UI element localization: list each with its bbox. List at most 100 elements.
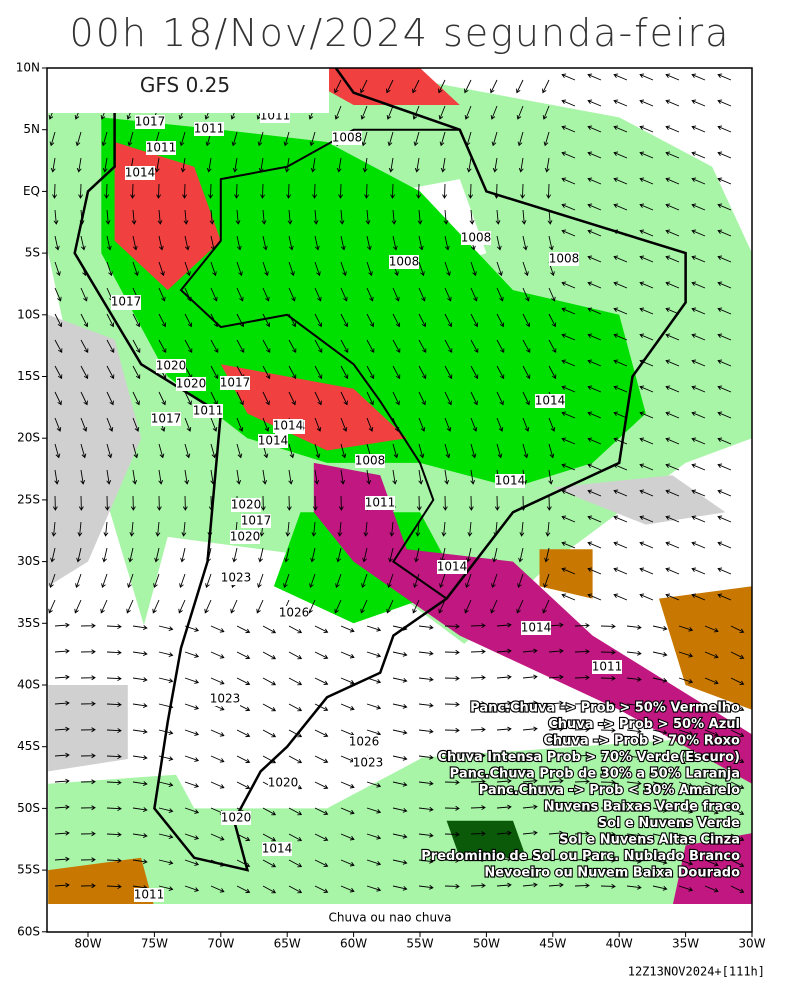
wind-arrow [639,203,654,211]
isobar-label: 1011 [146,141,177,155]
wind-arrow [522,417,530,432]
isobar-label: 1014 [125,166,156,180]
wind-arrow [665,411,680,419]
wind-arrow [50,547,56,563]
wind-arrow [717,359,732,367]
wind-arrow [286,495,292,511]
wind-arrow [132,859,148,864]
wind-arrow [340,365,349,380]
wind-arrow [210,313,219,328]
wind-arrow [490,599,498,614]
wind-arrow [470,727,486,733]
wind-arrow [132,443,139,459]
wind-arrow [54,287,62,302]
isobar-label-bg [521,621,551,635]
wind-arrow [561,281,576,289]
wind-arrow [470,701,486,707]
wind-arrow [652,859,668,865]
wind-arrow [704,859,719,867]
wind-arrow [288,287,296,302]
wind-arrow [691,203,706,211]
wind-arrow [130,183,136,199]
wind-arrow [587,463,602,471]
wind-arrow [678,755,694,762]
lat-label: 60S [17,924,40,938]
wind-arrow [54,882,70,888]
lat-label: 5S [25,246,40,260]
wind-arrow [76,157,82,173]
legend-entry: Chuva Intensa Prob > 70% Verde(Escuro) [437,750,740,765]
wind-arrow [366,417,374,432]
isobar-label-bg [355,454,385,468]
wind-arrow [470,753,486,759]
wind-arrow [340,469,346,485]
wind-arrow [730,625,745,633]
wind-arrow [128,547,134,563]
wind-arrow [717,463,732,471]
wind-arrow [561,125,576,133]
wind-arrow [470,883,486,889]
wind-arrow [362,157,368,173]
wind-arrow [717,151,732,159]
wind-arrow [548,700,564,706]
wind-arrow [438,599,446,614]
wind-arrow [470,675,486,681]
isobar-label-bg [332,131,362,145]
wind-arrow [288,443,295,459]
isobar-label-bg [535,394,565,408]
wind-arrow [639,333,654,341]
wind-arrow [496,235,502,251]
isobar-label-bg [221,811,251,825]
wind-arrow [231,131,238,147]
wind-arrow [158,625,174,631]
wind-arrow [51,521,57,537]
isobar-label-bg [135,115,165,129]
wind-arrow [639,99,654,107]
wind-arrow [154,547,160,563]
wind-arrow [106,469,112,485]
wind-arrow [180,547,186,563]
wind-arrow [132,625,148,630]
wind-arrow [496,804,512,810]
wind-arrow [258,157,264,173]
sun-clouds [101,117,646,488]
lat-label: 10S [17,307,40,321]
wind-arrow [544,157,550,173]
wind-arrow [54,313,63,328]
isobar-label-bg [549,252,579,266]
wind-arrow [574,883,590,889]
wind-arrow [561,411,576,419]
wind-arrow [543,573,550,589]
legend-entry: Panc.Chuva Prob de 30% a 50% Laranja [450,767,740,782]
wind-arrow [496,752,512,758]
wind-arrow [613,385,628,393]
wind-arrow [366,313,375,328]
wind-arrow [418,443,425,459]
wind-arrow [613,463,628,471]
wind-arrow [522,235,528,251]
lat-label: 25S [17,492,40,506]
wind-arrow [438,105,446,120]
wind-arrow [678,781,694,788]
wind-arrow [468,183,474,199]
wind-arrow [516,599,524,614]
lon-label: 35W [672,937,699,951]
wind-arrow [392,885,408,891]
wind-arrow [360,79,368,94]
legend-entry: Nevoeiro ou Nuvem Baixa Dourado [484,866,740,881]
wind-arrow [600,649,616,655]
caption-box [47,904,752,932]
wind-arrow [132,365,141,380]
lat-label: 50S [17,801,40,815]
wind-arrow [665,463,680,471]
wind-arrow [496,648,512,654]
isobar-label-bg [194,122,224,136]
wind-arrow [678,651,694,658]
wind-arrow [288,235,294,251]
wind-arrow [561,593,576,601]
wind-arrow [309,131,316,147]
wind-arrow [158,469,164,485]
wind-arrow [314,755,329,763]
isobar-label: 1008 [355,454,386,468]
